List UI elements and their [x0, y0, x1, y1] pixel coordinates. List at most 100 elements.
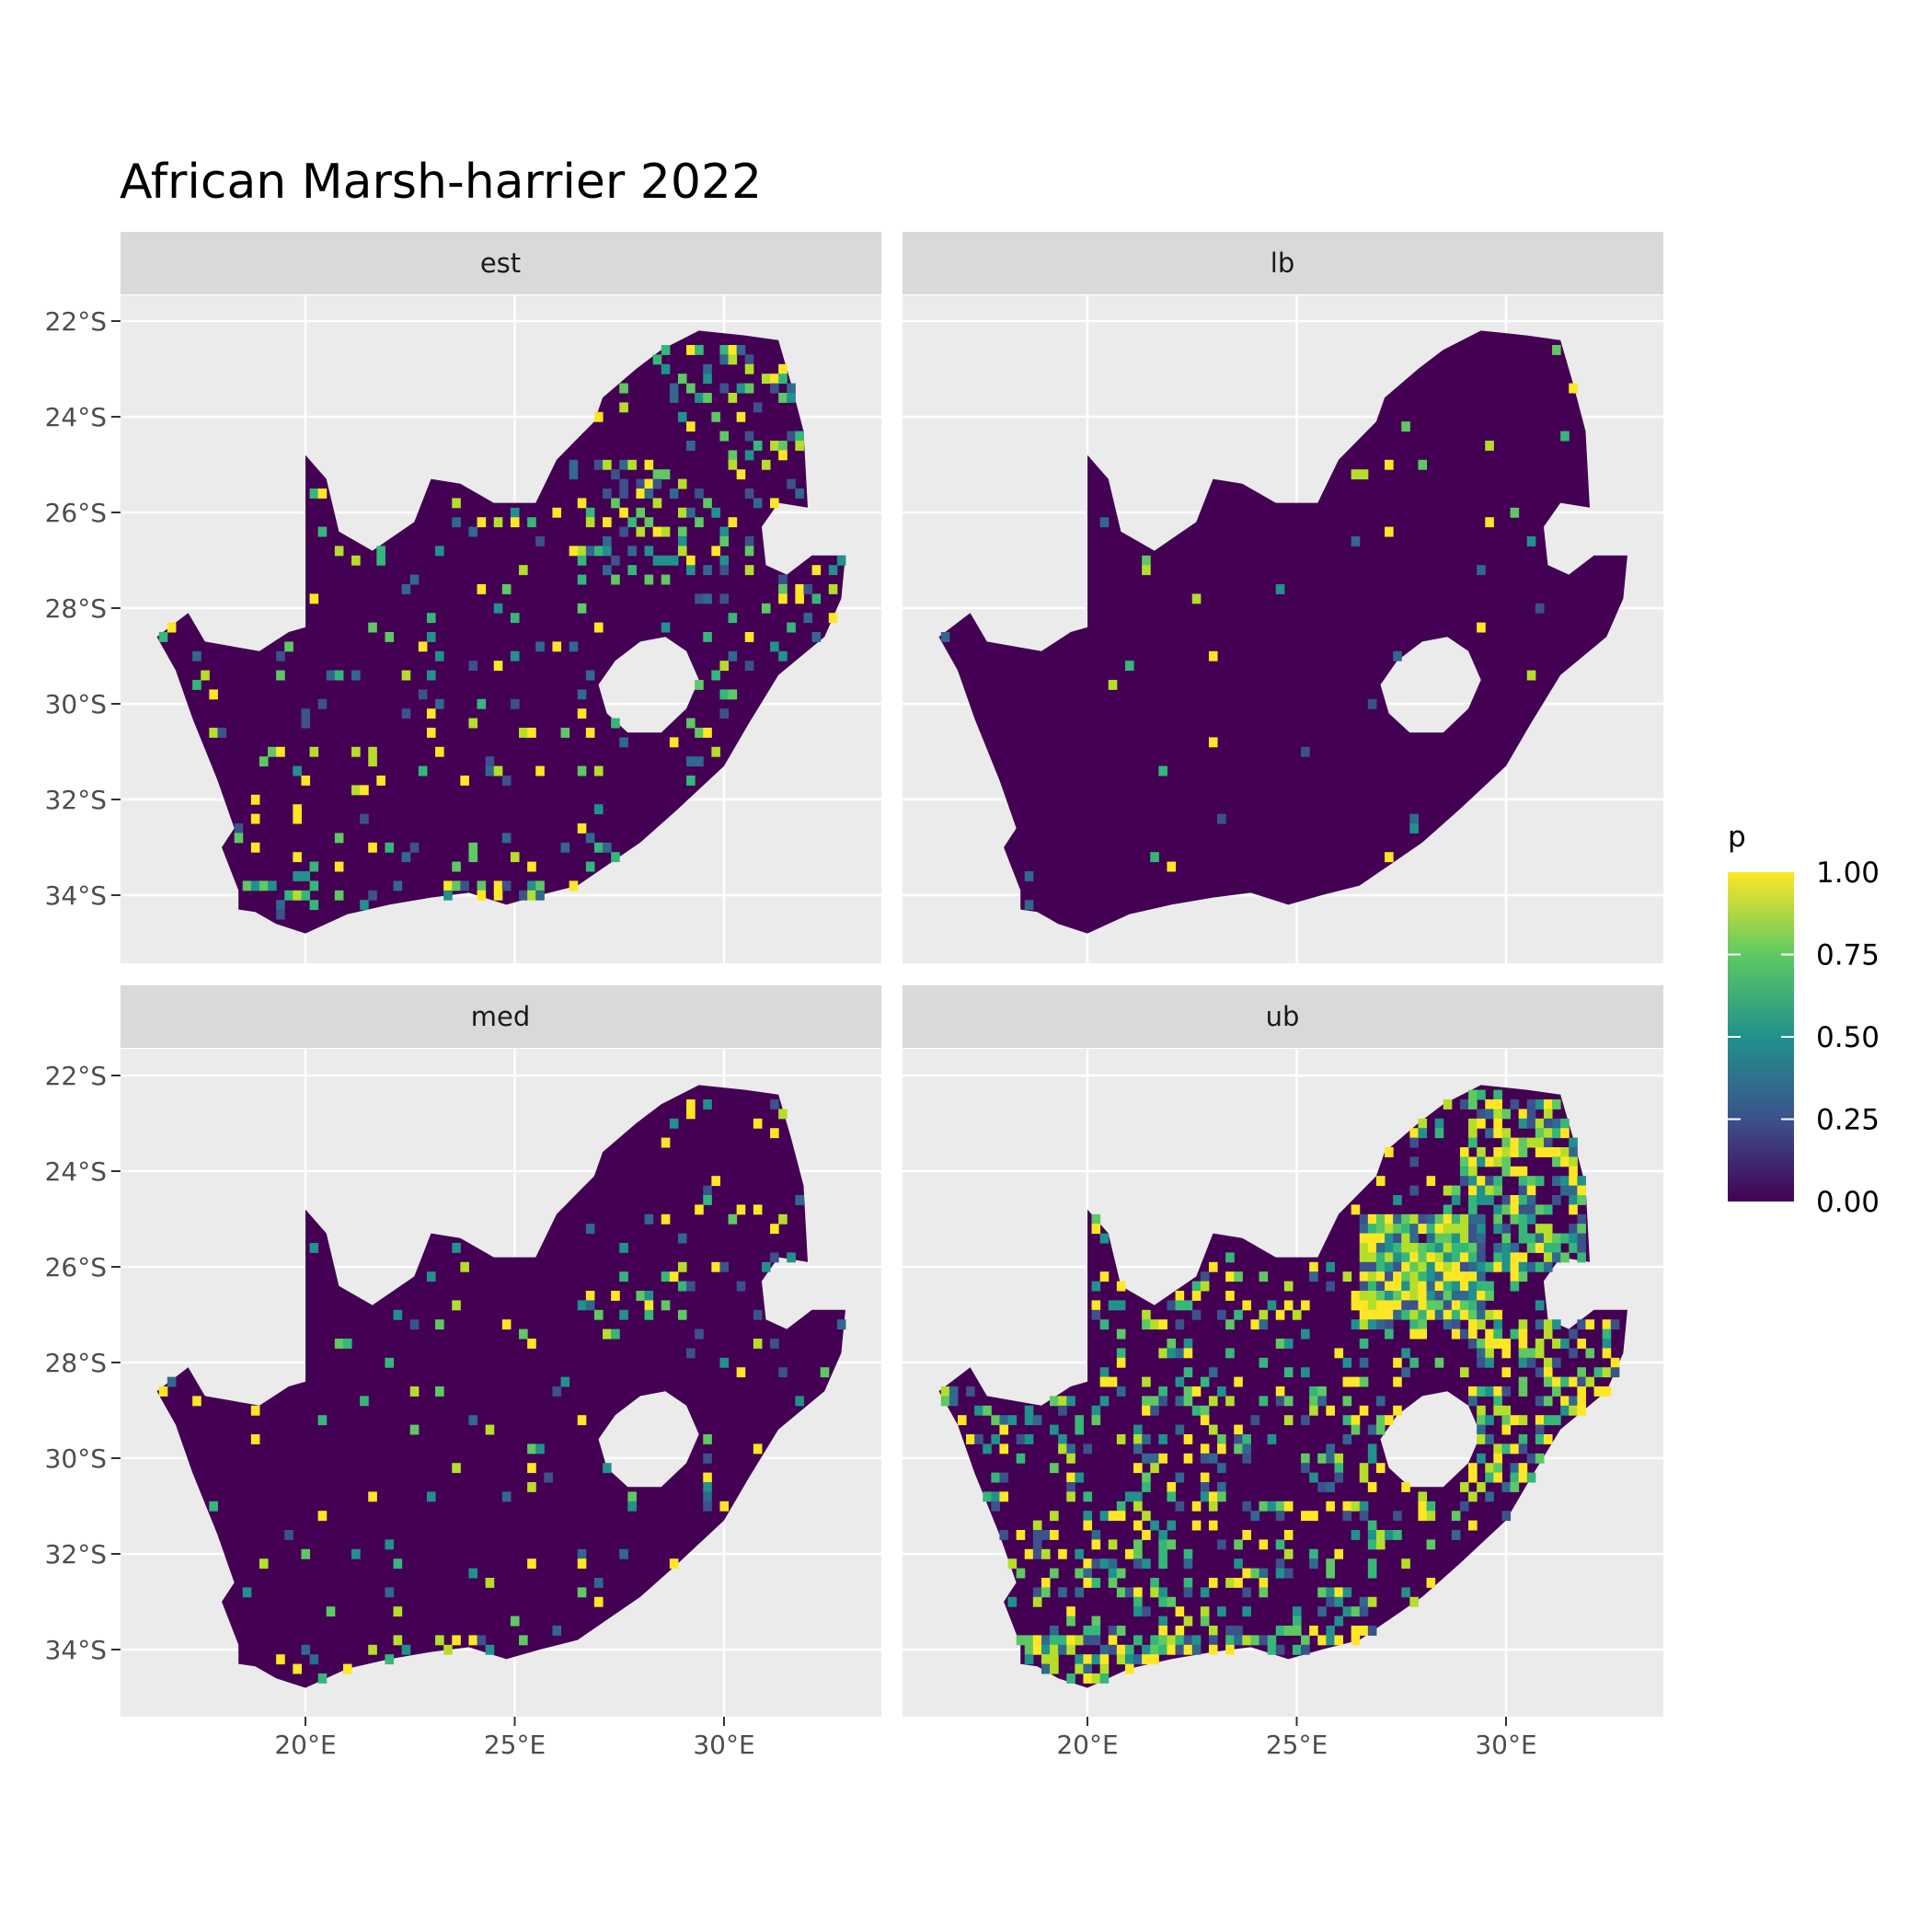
map-cell	[493, 603, 503, 614]
map-cell	[1225, 1396, 1235, 1407]
map-cell	[1351, 1291, 1361, 1301]
map-cell	[1418, 1118, 1428, 1129]
map-cell	[1518, 1463, 1528, 1474]
map-cell	[836, 1319, 846, 1330]
map-cell	[1434, 1357, 1444, 1368]
map-cell	[1468, 1089, 1478, 1100]
map-cell	[1250, 1635, 1260, 1646]
map-cell	[1016, 1635, 1026, 1646]
map-cell	[1359, 1309, 1369, 1320]
map-cell	[585, 1300, 595, 1311]
map-cell	[1326, 1587, 1335, 1598]
map-cell	[585, 1291, 595, 1301]
map-cell	[1133, 1539, 1143, 1550]
map-cell	[1200, 1616, 1210, 1627]
map-cell	[158, 1386, 168, 1397]
map-cell	[535, 641, 545, 652]
map-cell	[1099, 1511, 1110, 1522]
map-cell	[787, 383, 796, 394]
map-cell	[1518, 1319, 1528, 1330]
map-cell	[1526, 1195, 1536, 1205]
map-cell	[1225, 1319, 1235, 1330]
map-cell	[1468, 1233, 1478, 1244]
map-cell	[1375, 1424, 1386, 1435]
map-cell	[719, 689, 730, 700]
map-cell	[1099, 1271, 1110, 1282]
map-cell	[1334, 1587, 1344, 1598]
map-cell	[1367, 698, 1377, 709]
map-cell	[485, 1424, 495, 1435]
map-cell	[1526, 1453, 1536, 1464]
map-cell	[1468, 1309, 1478, 1320]
map-cell	[493, 517, 503, 528]
map-cell	[703, 498, 712, 509]
map-cell	[376, 555, 385, 566]
map-cell	[1183, 1434, 1193, 1444]
map-cell	[1418, 1309, 1428, 1320]
map-cell	[477, 698, 487, 709]
map-cell	[1510, 1213, 1520, 1225]
map-cell	[761, 374, 771, 385]
map-cell	[1359, 1291, 1369, 1301]
map-cell	[485, 1578, 495, 1588]
map-cell	[1259, 1635, 1269, 1646]
map-cell	[1083, 1654, 1093, 1665]
map-cell	[1150, 1319, 1159, 1330]
map-cell	[1359, 1243, 1369, 1253]
map-cell	[1543, 1434, 1553, 1444]
map-cell	[510, 517, 520, 528]
map-cell	[1577, 1233, 1586, 1244]
map-cell	[293, 871, 302, 881]
map-cell	[1468, 1386, 1478, 1397]
map-cell	[1569, 383, 1578, 394]
map-cell	[1367, 1261, 1377, 1272]
map-cell	[1459, 1176, 1469, 1187]
map-cell	[736, 411, 746, 422]
map-cell	[1050, 1635, 1059, 1646]
map-cell	[1225, 1578, 1235, 1588]
map-cell	[1443, 1309, 1453, 1320]
map-cell	[644, 574, 654, 585]
map-cell	[293, 804, 302, 815]
map-cell	[1518, 1271, 1528, 1282]
map-cell	[477, 890, 487, 901]
map-cell	[1283, 1501, 1294, 1512]
map-cell	[1526, 1357, 1536, 1368]
map-cell	[1443, 1281, 1453, 1292]
map-cell	[593, 411, 604, 422]
map-cell	[778, 1109, 788, 1120]
map-cell	[770, 441, 779, 451]
map-cell	[452, 861, 461, 872]
map-cell	[1535, 1367, 1545, 1378]
map-cell	[577, 1558, 587, 1570]
map-cell	[770, 383, 779, 394]
map-cell	[1393, 1213, 1402, 1225]
map-cell	[1133, 1596, 1143, 1607]
map-cell	[510, 650, 520, 661]
map-cell	[1158, 1319, 1167, 1330]
map-cell	[360, 900, 369, 911]
map-cell	[527, 890, 536, 901]
map-cell	[1593, 1386, 1604, 1397]
map-cell	[1451, 1328, 1461, 1340]
map-cell	[1468, 1463, 1478, 1474]
map-cell	[385, 842, 395, 853]
map-cell	[452, 498, 461, 509]
map-cell	[1342, 1357, 1352, 1368]
map-cell	[1493, 1328, 1502, 1340]
map-cell	[1367, 1309, 1377, 1320]
map-cell	[276, 650, 285, 661]
map-cell	[1275, 1339, 1285, 1349]
map-cell	[1317, 1453, 1327, 1464]
map-cell	[744, 546, 754, 557]
map-cell	[1477, 1109, 1486, 1120]
map-cell	[627, 1501, 637, 1512]
map-cell	[1267, 1644, 1277, 1655]
map-cell	[728, 459, 738, 470]
map-cell	[1493, 1099, 1502, 1110]
map-cell	[1032, 1520, 1042, 1531]
map-cell	[828, 565, 838, 576]
map-cell	[1485, 1109, 1494, 1120]
map-cell	[1108, 1539, 1118, 1550]
map-cell	[1083, 1626, 1093, 1636]
